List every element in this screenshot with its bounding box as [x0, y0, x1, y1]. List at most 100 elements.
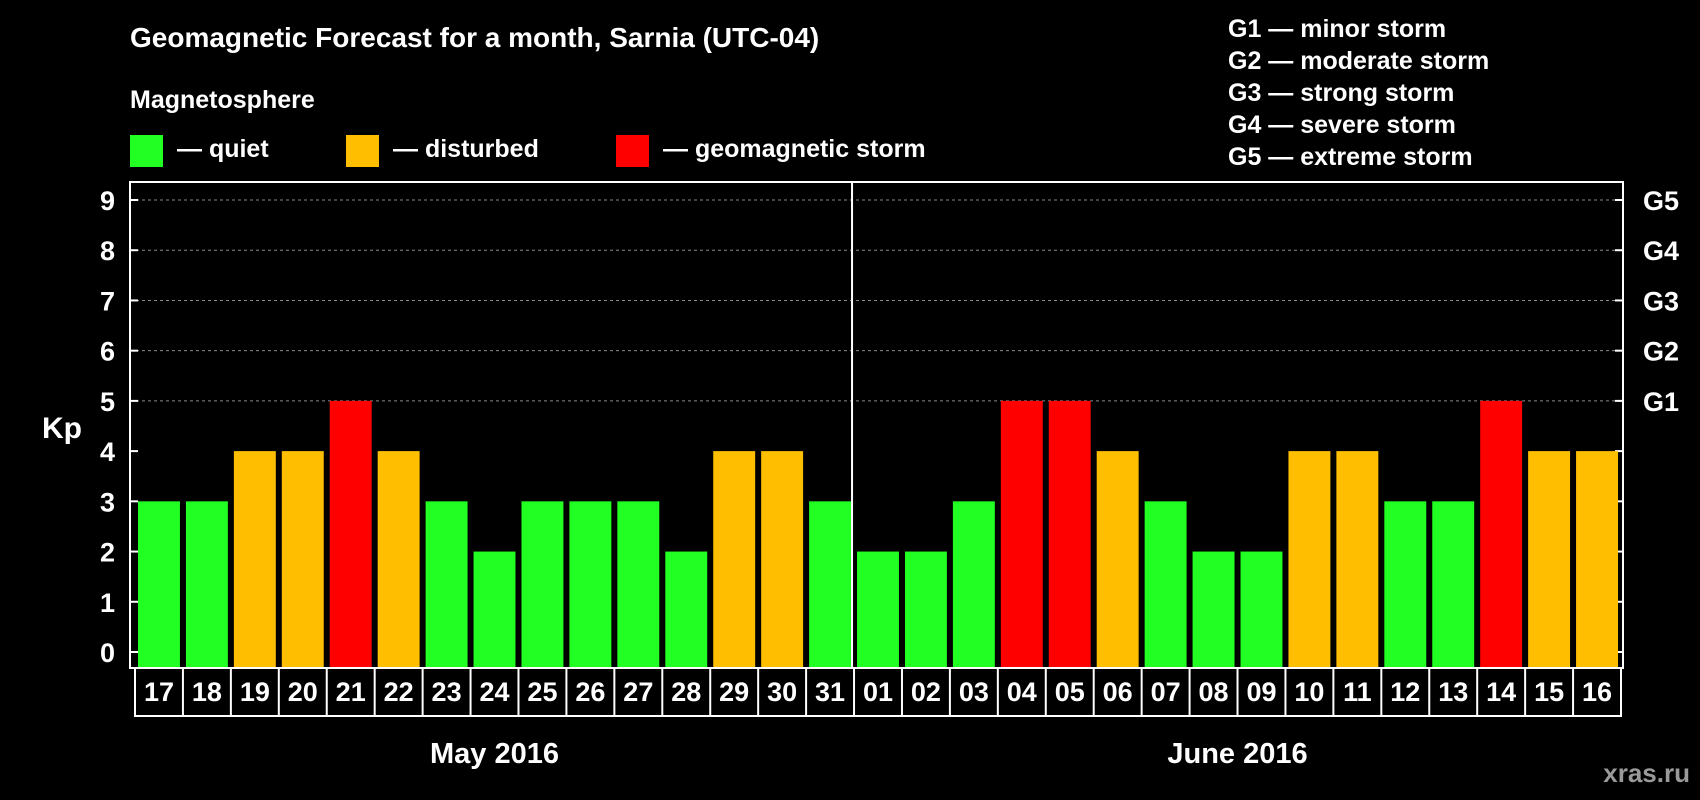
g-level-label: G2	[1643, 337, 1679, 367]
g-level-label: G1	[1643, 387, 1679, 417]
y-tick-label: 2	[100, 538, 115, 568]
day-label: 08	[1199, 677, 1229, 707]
bar-18	[185, 501, 228, 668]
bar-16	[1576, 451, 1618, 668]
day-label: 30	[767, 677, 797, 707]
bar-31	[809, 501, 852, 668]
day-label: 22	[384, 677, 414, 707]
g-level-label: G4	[1643, 236, 1679, 266]
bar-10	[1288, 451, 1331, 668]
storm-scale-g1: G1 — minor storm	[1228, 15, 1446, 43]
bar-19	[233, 451, 276, 668]
y-tick-label: 7	[100, 286, 115, 316]
day-label: 09	[1246, 677, 1276, 707]
y-tick-label: 6	[100, 337, 115, 367]
bar-28	[665, 551, 708, 668]
legend-heading: Magnetosphere	[130, 86, 315, 114]
day-label: 03	[959, 677, 989, 707]
y-tick-label: 4	[100, 437, 115, 467]
bar-12	[1384, 501, 1427, 668]
day-label-row	[134, 667, 1622, 717]
bar-29	[713, 451, 756, 668]
bar-02	[904, 551, 947, 668]
bar-23	[425, 501, 468, 668]
storm-scale-g5: G5 — extreme storm	[1228, 143, 1473, 171]
bar-17	[138, 501, 180, 668]
day-label: 16	[1582, 677, 1612, 707]
bar-04	[1000, 400, 1043, 668]
day-label: 21	[336, 677, 366, 707]
day-label: 07	[1151, 677, 1181, 707]
bar-13	[1432, 501, 1475, 668]
y-axis-label: Kp	[42, 412, 82, 445]
legend-swatch-storm	[616, 135, 649, 167]
day-label: 25	[527, 677, 557, 707]
bar-01	[857, 551, 899, 668]
day-label: 04	[1007, 677, 1037, 707]
y-tick-label: 3	[100, 487, 115, 517]
bar-14	[1480, 400, 1523, 668]
day-label: 26	[575, 677, 605, 707]
bar-11	[1336, 451, 1379, 668]
bar-21	[329, 400, 372, 668]
y-tick-label: 0	[100, 638, 115, 668]
storm-scale-g2: G2 — moderate storm	[1228, 47, 1489, 75]
legend-item-disturbed: — disturbed	[346, 135, 539, 167]
day-label: 05	[1055, 677, 1085, 707]
day-label: 17	[144, 677, 174, 707]
bar-06	[1096, 451, 1139, 668]
legend-swatch-disturbed	[346, 135, 379, 167]
legend-label-quiet: — quiet	[177, 135, 269, 163]
day-label: 01	[863, 677, 893, 707]
day-label: 18	[192, 677, 222, 707]
bar-03	[952, 501, 995, 668]
month-label: June 2016	[1167, 738, 1307, 770]
y-tick-label: 9	[100, 186, 115, 216]
y-tick-label: 1	[100, 588, 115, 618]
day-label: 10	[1294, 677, 1324, 707]
g-level-label: G3	[1643, 286, 1679, 316]
bar-15	[1528, 451, 1571, 668]
day-label: 11	[1343, 677, 1372, 707]
day-label: 14	[1486, 677, 1516, 707]
legend-swatch-quiet	[130, 135, 163, 167]
y-tick-label: 8	[100, 236, 115, 266]
bar-24	[473, 551, 516, 668]
bar-25	[521, 501, 564, 668]
month-label: May 2016	[430, 738, 559, 770]
legend-item-quiet: — quiet	[130, 135, 269, 167]
bar-09	[1240, 551, 1283, 668]
bar-20	[281, 451, 324, 668]
day-label: 23	[432, 677, 462, 707]
y-tick-label: 5	[100, 387, 115, 417]
day-label: 19	[240, 677, 270, 707]
day-label: 15	[1534, 677, 1564, 707]
day-label: 12	[1390, 677, 1420, 707]
bar-22	[377, 451, 420, 668]
bar-30	[761, 451, 804, 668]
g-level-label: G5	[1643, 186, 1679, 216]
storm-scale-g4: G4 — severe storm	[1228, 111, 1456, 139]
legend-item-storm: — geomagnetic storm	[616, 135, 926, 167]
bar-08	[1192, 551, 1235, 668]
day-label: 24	[479, 677, 509, 707]
day-label: 20	[288, 677, 318, 707]
bar-27	[617, 501, 660, 668]
bar-05	[1048, 400, 1091, 668]
chart-title: Geomagnetic Forecast for a month, Sarnia…	[130, 22, 819, 53]
bar-07	[1144, 501, 1187, 668]
day-label: 02	[911, 677, 941, 707]
storm-scale-g3: G3 — strong storm	[1228, 79, 1454, 107]
day-label: 28	[671, 677, 701, 707]
storm-scale-legend: G1 — minor storm G2 — moderate storm G3 …	[1228, 15, 1489, 171]
watermark: xras.ru	[1603, 758, 1690, 788]
legend-label-disturbed: — disturbed	[393, 135, 539, 163]
day-label: 13	[1438, 677, 1468, 707]
legend-label-storm: — geomagnetic storm	[663, 135, 926, 163]
day-label: 31	[815, 677, 845, 707]
day-label: 29	[719, 677, 749, 707]
bar-26	[569, 501, 612, 668]
day-label: 27	[623, 677, 653, 707]
